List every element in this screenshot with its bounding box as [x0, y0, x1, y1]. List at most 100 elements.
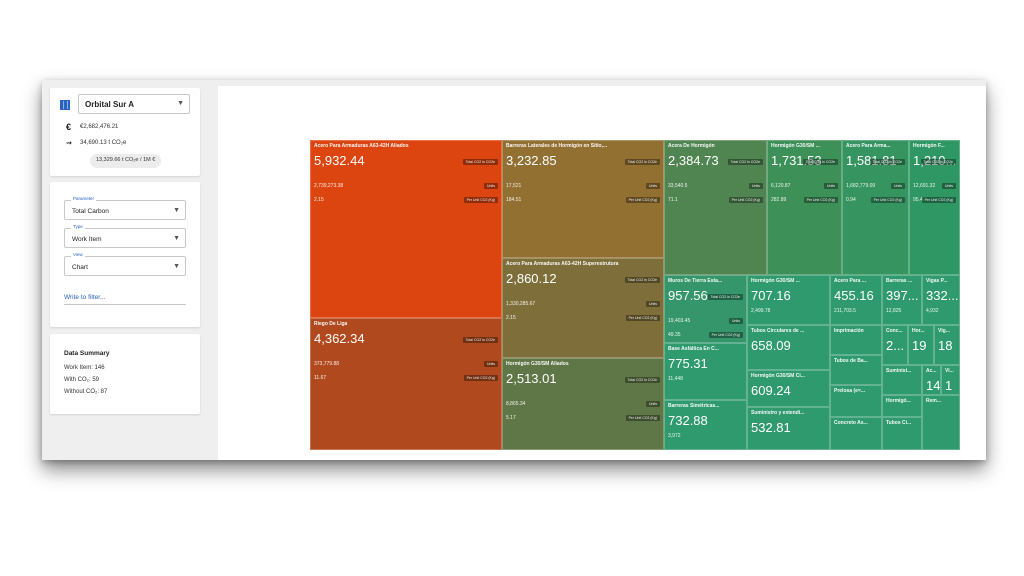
treemap-tile[interactable]: Barreras Laterales de Hormigón en Sitio,…: [502, 140, 664, 258]
tile-name: Acero Para Armaduras A63-42H Aliados: [314, 143, 409, 149]
tile-value: 1: [945, 378, 953, 393]
tile-value: 332...: [926, 288, 959, 303]
tile-name: Suminist...: [886, 368, 912, 374]
treemap-tile[interactable]: Vigas P... 332... 4,932: [922, 275, 960, 325]
tile-per-unit-chip: Per Unit CO2 (Kg): [870, 197, 905, 203]
tile-value: 18: [938, 338, 953, 353]
treemap-tile[interactable]: Tubos Ci...: [882, 417, 922, 450]
treemap-tile[interactable]: Hormigó...: [882, 395, 922, 417]
filter-search-input[interactable]: Write to filter...: [64, 294, 186, 305]
tile-name: Tubos de Ba...: [834, 358, 868, 364]
treemap-tile[interactable]: Tubos Circulares de ... 658.09: [747, 325, 830, 370]
tile-per-unit: 5.17: [506, 415, 516, 421]
tile-name: Tubos Circulares de ...: [751, 328, 805, 334]
project-select[interactable]: Orbital Sur A ▼: [78, 94, 190, 114]
tile-name: Hormigón F...: [913, 143, 945, 149]
summary-card: Data Summary Work Item: 146 With CO₂: 59…: [50, 334, 200, 414]
treemap-tile[interactable]: Rem...: [922, 395, 960, 450]
tile-value: 707.16: [751, 288, 791, 303]
tile-units-chip: Units: [646, 401, 660, 407]
tile-value: 775.31: [668, 356, 708, 371]
tile-units-chip: Units: [749, 183, 763, 189]
tile-total-chip: Total CO2 in CO2e: [462, 337, 498, 343]
treemap-tile[interactable]: Suminist...: [882, 365, 922, 395]
parameter-value: Total Carbon: [72, 208, 109, 215]
tile-total-chip: Total CO2 in CO2e: [462, 159, 498, 165]
treemap-tile[interactable]: Acero Para Armaduras A63-42H Aliados 5,93…: [310, 140, 502, 318]
tile-total-chip: Total CO2 in CO2e: [869, 159, 905, 165]
tile-units: 2,739,273.38: [314, 183, 344, 189]
tile-value: 14: [926, 378, 941, 393]
treemap-tile[interactable]: Hormigón G30/SM Aliados 2,513.01 Total CO2…: [502, 358, 664, 450]
treemap-tile[interactable]: Hormigón G30/SM ... 707.16 2,499.78: [747, 275, 830, 325]
tile-name: Acero Para Armaduras A63-42H Superestrut…: [506, 261, 619, 267]
chevron-down-icon: ▼: [177, 100, 184, 107]
treemap-tile[interactable]: Concreto As...: [830, 417, 882, 450]
tile-value: 2,384.73: [668, 153, 719, 168]
project-icon: [60, 100, 70, 110]
chevron-down-icon: ▼: [173, 263, 180, 270]
tile-units: 3,972: [668, 433, 681, 439]
tile-per-unit-chip: Per Unit CO2 (Kg): [463, 375, 498, 381]
treemap-tile[interactable]: Acero Para Armaduras A63-42H Superestrut…: [502, 258, 664, 358]
treemap-tile[interactable]: Acera De Hormigón 2,384.73 Total CO2 in CO…: [664, 140, 767, 275]
treemap-tile[interactable]: Hormigón G30/SM Ci... 609.24: [747, 370, 830, 407]
tile-value: 5,932.44: [314, 153, 365, 168]
tile-total-chip: Total CO2 in CO2e: [920, 159, 956, 165]
tile-name: Vig...: [938, 328, 950, 334]
treemap-tile[interactable]: Base Asfáltica En C... 775.31 11,448: [664, 343, 747, 400]
treemap-tile[interactable]: Hormigón G30/SM ... 1,731.53 Total CO2 in …: [767, 140, 842, 275]
filter-card: Parameter Total Carbon ▼ Type Work Item …: [50, 182, 200, 327]
project-carbon: 34,690.13 t CO₂e: [80, 140, 127, 146]
tile-name: Acera De Hormigón: [668, 143, 715, 149]
tile-value: 397...: [886, 288, 919, 303]
treemap-tile[interactable]: Hormigón F... 1,210... Total CO2 in CO2e 12…: [909, 140, 960, 275]
treemap-tile[interactable]: Prelosa (e=...: [830, 385, 882, 417]
treemap-tile[interactable]: Vi... 1: [941, 365, 960, 395]
tile-units: 211,703.5: [834, 308, 856, 314]
tile-name: Hor...: [912, 328, 925, 334]
tile-per-unit-chip: Per Unit CO2 (Kg): [921, 197, 956, 203]
tile-units: 33,540.5: [668, 183, 688, 189]
treemap-tile[interactable]: Imprimación: [830, 325, 882, 355]
treemap-tile[interactable]: Riego De Liga 4,362.34 Total CO2 in CO2e 37…: [310, 318, 502, 450]
treemap-tile[interactable]: Hor... 19: [908, 325, 934, 365]
intensity-badge: 13,329.66 t CO₂e / 1M €: [90, 154, 162, 168]
treemap-tile[interactable]: Acero Para ... 455.16 211,703.5: [830, 275, 882, 325]
treemap-tile[interactable]: Ac... 14: [922, 365, 941, 395]
tile-units: 1,330,285.67: [506, 301, 536, 307]
treemap-tile[interactable]: Acero Para Arma... 1,581.81 Total CO2 in C…: [842, 140, 909, 275]
treemap-tile[interactable]: Muros De Tierra Esta... 957.56 Total CO2 i…: [664, 275, 747, 343]
tile-units: 17,521: [506, 183, 522, 189]
tile-units-chip: Units: [824, 183, 838, 189]
treemap-tile[interactable]: Tubos de Ba...: [830, 355, 882, 385]
treemap-tile[interactable]: Vig... 18: [934, 325, 960, 365]
tile-value: 3,232.85: [506, 153, 557, 168]
tile-name: Barreras Laterales de Hormigón en Sitio,…: [506, 143, 608, 149]
treemap-tile[interactable]: Conc... 2...: [882, 325, 908, 365]
tile-value: 19: [912, 338, 927, 353]
tile-name: Hormigón G30/SM Ci...: [751, 373, 805, 379]
tile-per-unit: 49.35: [668, 332, 681, 338]
tile-per-unit-chip: Per Unit CO2 (Kg): [625, 415, 660, 421]
project-cost: €2,682,476.21: [80, 124, 119, 130]
tile-per-unit: 2.15: [314, 197, 324, 203]
tile-name: Vi...: [945, 368, 954, 374]
parameter-select[interactable]: Parameter Total Carbon ▼: [64, 196, 186, 220]
project-name: Orbital Sur A: [85, 100, 135, 109]
treemap-tile[interactable]: Barreras Simétricas... 732.88 3,972: [664, 400, 747, 450]
treemap-tile[interactable]: Barreras ... 397... 12,825: [882, 275, 922, 325]
project-carbon-row: ⇝ 34,690.13 t CO₂e: [66, 140, 127, 147]
carbon-treemap: Acero Para Armaduras A63-42H Aliados 5,93…: [310, 140, 960, 450]
tile-per-unit: 71.1: [668, 197, 678, 203]
tile-units-chip: Units: [646, 183, 660, 189]
tile-value: 1,581.81: [846, 153, 897, 168]
project-cost-row: € €2,682,476.21: [66, 122, 119, 132]
treemap-tile[interactable]: Suministro y extendi... 532.81: [747, 407, 830, 450]
tile-per-unit-chip: Per Unit CO2 (Kg): [728, 197, 763, 203]
tile-total-chip: Total CO2 in CO2e: [727, 159, 763, 165]
tile-units: 4,932: [926, 308, 939, 314]
tile-name: Hormigón G30/SM ...: [771, 143, 820, 149]
type-select[interactable]: Type Work Item ▼: [64, 224, 186, 248]
view-select[interactable]: View Chart ▼: [64, 252, 186, 276]
